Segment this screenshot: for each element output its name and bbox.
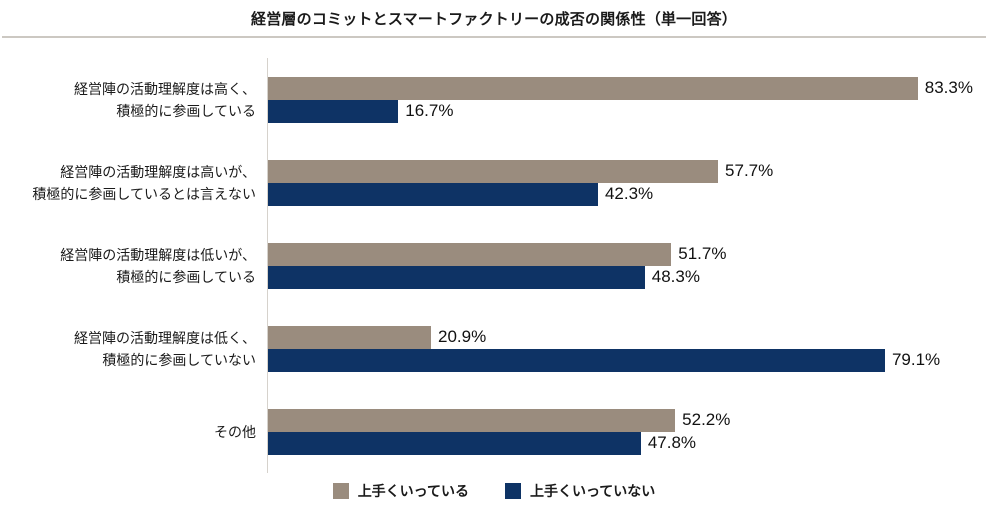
- category-label: その他: [214, 423, 256, 440]
- bar-line-going-well: 20.9%: [268, 325, 988, 349]
- category-row: その他 52.2% 47.8%: [0, 390, 988, 473]
- category-bars: 20.9% 79.1%: [267, 307, 988, 390]
- bar-line-going-well: 57.7%: [268, 159, 988, 183]
- legend-label-going-well: 上手くいっている: [357, 483, 469, 499]
- bar-value-label: 20.9%: [438, 327, 487, 346]
- bar-not-going-well: [268, 431, 641, 455]
- bar-line-going-well: 52.2%: [268, 408, 988, 432]
- bar-line-not-going-well: 48.3%: [268, 265, 988, 289]
- bar-not-going-well: [268, 265, 645, 289]
- category-label: 経営陣の活動理解度は高いが、 積極的に参画しているとは言えない: [32, 163, 256, 202]
- legend-swatch-going-well: [332, 483, 349, 499]
- bar-going-well: [268, 325, 432, 349]
- category-row: 経営陣の活動理解度は低く、 積極的に参画していない 20.9% 79.1%: [0, 307, 988, 390]
- bar-value-label: 83.3%: [924, 78, 973, 97]
- category-row: 経営陣の活動理解度は低いが、 積極的に参画している 51.7% 48.3%: [0, 224, 988, 307]
- bar-line-not-going-well: 42.3%: [268, 182, 988, 206]
- chart-title: 経営層のコミットとスマートファクトリーの成否の関係性（単一回答）: [251, 11, 737, 28]
- bar-line-going-well: 83.3%: [268, 76, 988, 100]
- category-bars: 52.2% 47.8%: [267, 390, 988, 473]
- bar-chart-plot: 経営陣の活動理解度は高く、 積極的に参画している 83.3% 16.7% 経営陣の活動…: [0, 58, 988, 473]
- bar-not-going-well: [268, 348, 885, 372]
- category-label: 経営陣の活動理解度は高く、 積極的に参画している: [74, 80, 256, 119]
- bar-value-label: 52.2%: [682, 410, 731, 429]
- category-bars: 57.7% 42.3%: [267, 141, 988, 224]
- category-bars: 51.7% 48.3%: [267, 224, 988, 307]
- bar-value-label: 48.3%: [651, 267, 700, 286]
- legend-item-going-well: 上手くいっている: [332, 481, 469, 501]
- title-divider: [2, 36, 986, 38]
- legend-label-not-going-well: 上手くいっていない: [530, 483, 656, 499]
- legend-swatch-not-going-well: [505, 483, 521, 499]
- bar-line-not-going-well: 79.1%: [268, 348, 988, 372]
- bar-going-well: [268, 76, 918, 100]
- category-label: 経営陣の活動理解度は低く、 積極的に参画していない: [74, 329, 256, 368]
- bar-going-well: [268, 242, 672, 266]
- bar-value-label: 79.1%: [891, 350, 941, 369]
- category-row: 経営陣の活動理解度は高く、 積極的に参画している 83.3% 16.7%: [0, 58, 988, 141]
- bar-value-label: 47.8%: [647, 433, 697, 452]
- bar-not-going-well: [268, 99, 399, 123]
- bar-going-well: [268, 159, 719, 183]
- category-row: 経営陣の活動理解度は高いが、 積極的に参画しているとは言えない 57.7% 42.3…: [0, 141, 988, 224]
- bar-not-going-well: [268, 182, 598, 206]
- legend-item-not-going-well: 上手くいっていない: [505, 481, 655, 501]
- category-label: 経営陣の活動理解度は低いが、 積極的に参画している: [60, 246, 256, 285]
- bar-going-well: [268, 408, 676, 432]
- bar-value-label: 42.3%: [604, 184, 654, 203]
- chart-legend: 上手くいっている 上手くいっていない: [0, 481, 988, 501]
- category-bars: 83.3% 16.7%: [267, 58, 988, 141]
- bar-line-not-going-well: 47.8%: [268, 431, 988, 455]
- bar-value-label: 51.7%: [678, 244, 727, 263]
- bar-value-label: 57.7%: [725, 161, 774, 180]
- bar-line-not-going-well: 16.7%: [268, 99, 988, 123]
- bar-line-going-well: 51.7%: [268, 242, 988, 266]
- bar-value-label: 16.7%: [405, 101, 454, 120]
